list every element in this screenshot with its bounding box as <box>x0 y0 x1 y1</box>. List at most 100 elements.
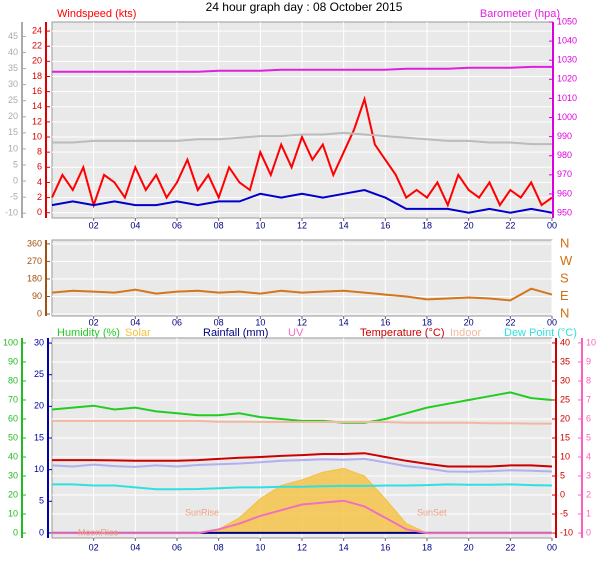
y-tick-label: 0 <box>560 489 565 499</box>
y-tick-label: 10 <box>32 131 42 141</box>
x-tick-label: 18 <box>422 317 432 327</box>
y-tick-label: 90 <box>32 291 42 301</box>
y-tick-label: 5 <box>13 159 18 169</box>
y-tick-label: -5 <box>10 191 18 201</box>
y-tick-label: 980 <box>557 150 572 160</box>
y-tick-label: 0 <box>39 527 44 537</box>
y-tick-label: 24 <box>32 25 42 35</box>
y-tick-label: 20 <box>34 401 44 411</box>
y-tick-label: 950 <box>557 207 572 217</box>
x-tick-label: 12 <box>297 220 307 230</box>
x-tick-label: 22 <box>505 317 515 327</box>
y-tick-label: 40 <box>8 451 18 461</box>
y-tick-label: 970 <box>557 169 572 179</box>
y-tick-label: 0 <box>37 308 42 318</box>
y-tick-label: -10 <box>5 208 18 218</box>
x-tick-label: 02 <box>89 317 99 327</box>
y-tick-label: 0 <box>37 207 42 217</box>
y-tick-label: 20 <box>32 56 42 66</box>
y-tick-label: -10 <box>560 527 573 537</box>
x-tick-label: 18 <box>422 220 432 230</box>
series-line <box>51 287 553 302</box>
y-tick-label: S <box>560 270 569 285</box>
y-tick-label: 4 <box>37 177 42 187</box>
y-tick-label: 1000 <box>557 112 577 122</box>
x-tick-label: 04 <box>130 220 140 230</box>
y-tick-label: 12 <box>32 116 42 126</box>
series-line <box>51 95 553 209</box>
y-tick-label: 5 <box>39 496 44 506</box>
series-line <box>52 65 552 73</box>
y-tick-label: 10 <box>586 337 596 347</box>
y-tick-label: 25 <box>560 394 570 404</box>
y-tick-label: 960 <box>557 188 572 198</box>
x-tick-label: 16 <box>380 317 390 327</box>
y-tick-label: 60 <box>8 413 18 423</box>
y-tick-label: 1030 <box>557 55 577 65</box>
series-line <box>51 457 553 473</box>
y-tick-label: 10 <box>8 143 18 153</box>
x-tick-label: 12 <box>297 317 307 327</box>
y-tick-label: 2 <box>37 192 42 202</box>
y-tick-label: 40 <box>8 47 18 57</box>
x-tick-label: 20 <box>464 220 474 230</box>
y-tick-label: 360 <box>27 238 42 248</box>
y-tick-label: 990 <box>557 131 572 141</box>
x-tick-label: 06 <box>172 317 182 327</box>
series-line <box>52 131 552 146</box>
x-tick-label: 10 <box>255 317 265 327</box>
x-tick-label: 18 <box>422 542 432 552</box>
y-tick-label: 2 <box>586 489 591 499</box>
y-tick-label: 100 <box>3 337 18 347</box>
x-tick-label: 22 <box>505 542 515 552</box>
y-tick-label: 20 <box>560 413 570 423</box>
y-tick-label: 50 <box>8 432 18 442</box>
x-tick-label: 10 <box>255 542 265 552</box>
y-tick-label: 15 <box>34 432 44 442</box>
x-tick-label: 04 <box>130 542 140 552</box>
y-tick-label: 45 <box>8 31 18 41</box>
x-tick-label: 04 <box>130 317 140 327</box>
series-line <box>52 483 553 491</box>
y-tick-label: 270 <box>27 256 42 266</box>
y-tick-label: 90 <box>8 356 18 366</box>
x-tick-label: 02 <box>89 542 99 552</box>
series-line <box>51 391 553 424</box>
y-tick-label: 80 <box>8 375 18 385</box>
series-line <box>52 452 553 468</box>
y-tick-label: 1010 <box>557 93 577 103</box>
y-tick-label: 8 <box>586 375 591 385</box>
y-tick-label: 18 <box>32 71 42 81</box>
x-tick-label: 12 <box>297 542 307 552</box>
chart-title: 24 hour graph day : 08 October 2015 <box>206 0 403 14</box>
y-tick-label: 35 <box>560 356 570 366</box>
y-tick-label: 25 <box>34 369 44 379</box>
y-tick-label: 25 <box>8 95 18 105</box>
x-tick-label: 08 <box>214 220 224 230</box>
y-tick-label: 9 <box>586 356 591 366</box>
x-tick-label: 14 <box>339 220 349 230</box>
x-tick-label: 08 <box>214 542 224 552</box>
y-tick-label: E <box>560 288 569 303</box>
series-line <box>52 419 552 425</box>
y-tick-label: 70 <box>8 394 18 404</box>
series-line <box>52 499 552 535</box>
y-tick-label: 10 <box>8 508 18 518</box>
legend-label: Temperature (°C) <box>360 327 444 339</box>
y-tick-label: 0 <box>13 175 18 185</box>
x-tick-label: 02 <box>89 220 99 230</box>
y-tick-label: N <box>560 305 569 320</box>
y-tick-label: 14 <box>32 101 42 111</box>
y-tick-label: 40 <box>560 337 570 347</box>
annotation: MoonRise <box>78 527 119 537</box>
x-tick-label: 08 <box>214 317 224 327</box>
y-tick-label: 0 <box>586 527 591 537</box>
x-tick-label: 00 <box>547 220 557 230</box>
legend-label: UV <box>288 327 304 339</box>
y-tick-label: 30 <box>8 79 18 89</box>
y-tick-label: 6 <box>586 413 591 423</box>
x-tick-label: 00 <box>547 317 557 327</box>
y-tick-label: 22 <box>32 41 42 51</box>
